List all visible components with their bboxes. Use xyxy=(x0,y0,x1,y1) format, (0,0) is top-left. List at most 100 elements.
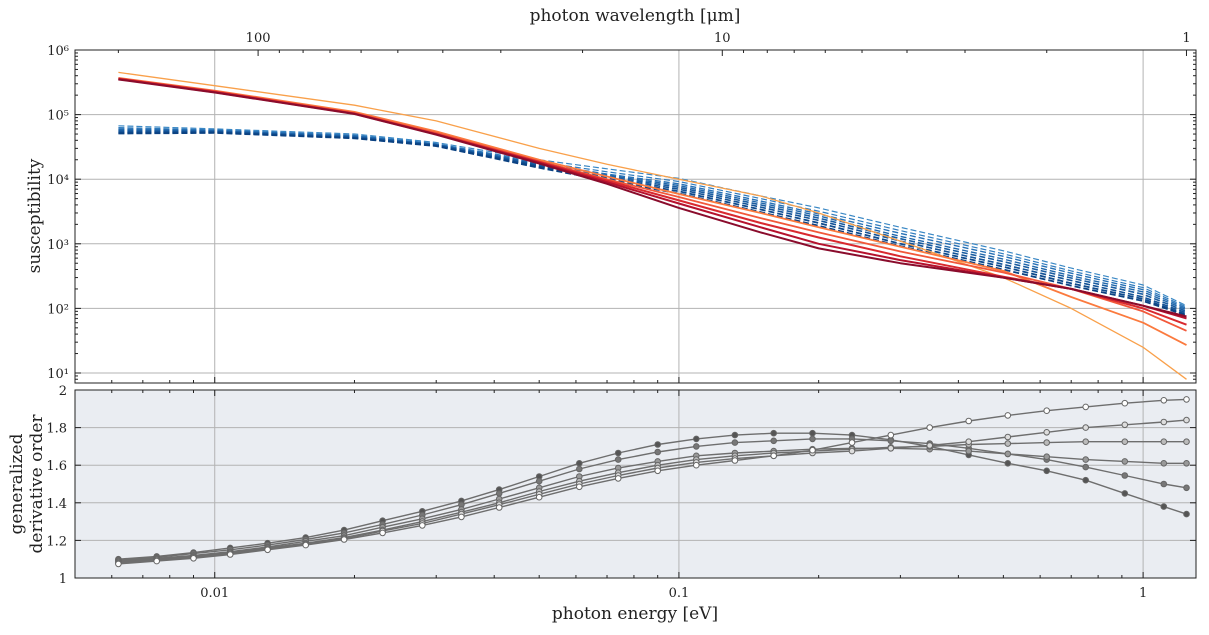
solid-series-line-0 xyxy=(118,71,1187,380)
derivative-series-point xyxy=(1004,450,1012,458)
derivative-series-point xyxy=(1043,429,1050,436)
bottom-x-tick-label: 0.01 xyxy=(200,586,229,601)
derivative-series-point xyxy=(495,504,503,511)
derivative-series-point xyxy=(614,475,622,482)
derivative-series-point xyxy=(887,437,895,445)
derivative-series-point xyxy=(1043,439,1050,446)
derivative-series-point xyxy=(1183,416,1190,424)
derivative-series-point xyxy=(926,442,934,449)
derivative-series-point xyxy=(1121,472,1129,479)
derivative-series-point xyxy=(1121,421,1129,429)
derivative-series-point xyxy=(809,446,816,454)
derivative-series-point xyxy=(115,560,122,568)
derivative-series-point xyxy=(1160,397,1168,404)
derivative-series-point xyxy=(965,438,973,446)
bottom-ticks: 1 1.2 1.4 1.6 1.8 2 0.01 0.1 1 xyxy=(46,384,1196,601)
top-y-tick-label: 10¹ xyxy=(47,367,69,382)
derivative-series-point xyxy=(264,546,271,554)
bottom-y-tick-label: 1.6 xyxy=(46,459,67,474)
derivative-series-point xyxy=(654,448,662,456)
bottom-x-tick-label: 0.1 xyxy=(669,586,690,601)
derivative-series-point xyxy=(495,490,503,497)
derivative-series-point xyxy=(1082,424,1089,431)
derivative-series-point xyxy=(1082,456,1089,463)
derivative-series-point xyxy=(1043,467,1050,475)
wavelength-tick-label: 100 xyxy=(246,31,271,46)
derivative-series-point xyxy=(1160,503,1168,510)
derivative-series-point xyxy=(1082,463,1089,471)
dashed-series-line-12 xyxy=(118,131,1187,316)
derivative-series-point xyxy=(1160,480,1168,488)
top-ticks: 10¹ 10² 10³ 10⁴ 10⁵ 10⁶ 100 10 1 xyxy=(47,31,1196,384)
derivative-series-point xyxy=(535,493,543,501)
derivative-series-point xyxy=(770,452,778,460)
derivative-series-point xyxy=(1183,460,1190,467)
dashed-series-line-10 xyxy=(118,130,1187,313)
derivative-series-point xyxy=(1043,453,1050,461)
derivative-series-point xyxy=(1121,490,1129,497)
derivative-series-point xyxy=(190,555,197,562)
top-axis-label: photon wavelength [μm] xyxy=(530,6,741,26)
derivative-series-point xyxy=(1082,403,1089,411)
derivative-series-point xyxy=(809,435,816,443)
derivative-series-point xyxy=(576,483,583,491)
derivative-series-point xyxy=(1004,412,1012,419)
derivative-series-point xyxy=(965,417,973,425)
derivative-series-point xyxy=(1004,460,1012,467)
derivative-series-point xyxy=(731,457,739,464)
derivative-series-point xyxy=(1160,460,1168,467)
bottom-y-axis-label-line2: derivative order xyxy=(27,414,47,554)
derivative-series-point xyxy=(1121,458,1129,465)
derivative-series-point xyxy=(654,441,662,448)
derivative-series-point xyxy=(1160,418,1168,426)
derivative-series-point xyxy=(1183,510,1190,518)
derivative-series-point xyxy=(1082,438,1089,446)
derivative-series-point xyxy=(1043,407,1050,415)
derivative-series-point xyxy=(731,439,739,446)
top-panel: 10¹ 10² 10³ 10⁴ 10⁵ 10⁶ 100 10 1 photon waveleng… xyxy=(25,6,1197,384)
derivative-series-point xyxy=(153,557,160,565)
bottom-y-axis-label-line1: generalized xyxy=(7,433,27,534)
bottom-panel-frame xyxy=(74,389,1197,579)
top-y-axis-label: susceptibility xyxy=(25,158,45,273)
bottom-x-tick-label: 1 xyxy=(1139,586,1147,601)
top-y-tick-label: 10⁵ xyxy=(47,109,69,124)
derivative-series-point xyxy=(1160,438,1168,446)
bottom-y-tick-label: 1.2 xyxy=(46,534,67,549)
derivative-series-point xyxy=(848,447,856,455)
bottom-x-axis-label: photon energy [eV] xyxy=(552,604,718,624)
derivative-series-point xyxy=(302,541,310,549)
derivative-series-point xyxy=(965,447,973,455)
solid-series-line-1 xyxy=(118,77,1187,346)
dashed-series-line-7 xyxy=(118,127,1187,308)
derivative-series-point xyxy=(1121,438,1129,446)
derivative-series-point xyxy=(693,461,700,469)
derivative-series-point xyxy=(731,431,739,439)
derivative-series-point xyxy=(654,467,662,475)
derivative-series-point xyxy=(1183,484,1190,492)
derivative-series-point xyxy=(693,435,700,443)
derivative-series-point xyxy=(340,536,348,543)
derivative-series-point xyxy=(848,439,856,446)
top-y-tick-label: 10⁶ xyxy=(47,44,69,59)
derivative-series-point xyxy=(576,465,583,473)
derivative-series-point xyxy=(1004,440,1012,447)
top-panel-background xyxy=(75,50,1196,383)
derivative-series-point xyxy=(1183,396,1190,403)
bottom-series-group xyxy=(115,396,1190,568)
dashed-series-line-11 xyxy=(118,131,1187,314)
top-y-tick-label: 10³ xyxy=(47,238,69,253)
bottom-panel-background xyxy=(75,390,1196,578)
bottom-y-tick-label: 1.4 xyxy=(46,497,67,512)
top-panel-frame xyxy=(74,49,1197,384)
derivative-series-point xyxy=(1004,433,1012,441)
derivative-series-point xyxy=(379,529,386,537)
bottom-y-tick-label: 1.8 xyxy=(46,422,67,437)
bottom-panel: 1 1.2 1.4 1.6 1.8 2 0.01 0.1 1 photon energy [eV… xyxy=(7,384,1197,624)
top-series-group xyxy=(118,71,1187,380)
top-y-tick-label: 10² xyxy=(47,302,69,317)
dashed-series-line-8 xyxy=(118,128,1187,310)
derivative-series-point xyxy=(809,429,816,437)
derivative-series-point xyxy=(226,551,234,558)
